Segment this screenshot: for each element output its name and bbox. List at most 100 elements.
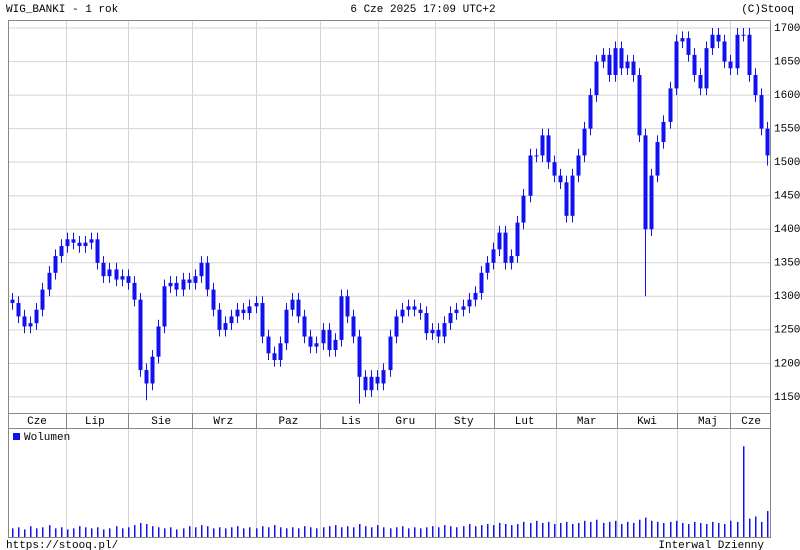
- candle-body: [278, 343, 283, 361]
- volume-bar: [463, 526, 465, 537]
- candle-body: [199, 262, 204, 277]
- candle-body: [132, 282, 137, 300]
- volume-bar: [560, 522, 562, 537]
- volume-bar: [359, 524, 361, 537]
- volume-bar: [633, 522, 635, 537]
- candle-body: [521, 195, 526, 223]
- candle-body: [631, 61, 636, 75]
- candle-body: [552, 162, 557, 176]
- candle-body: [704, 48, 709, 89]
- candle-body: [503, 232, 508, 263]
- volume-bar: [700, 522, 702, 537]
- volume-bar: [493, 525, 495, 537]
- candle-body: [138, 299, 143, 371]
- candle-body: [655, 142, 660, 176]
- volume-bar: [767, 511, 769, 537]
- volume-bar: [572, 524, 574, 537]
- x-tick-label: Sty: [454, 416, 474, 428]
- volume-bar: [469, 524, 471, 537]
- candle-body: [722, 41, 727, 62]
- volume-bar: [122, 528, 124, 537]
- candle-body: [430, 329, 435, 334]
- volume-bar: [523, 521, 525, 537]
- candle-body: [619, 48, 624, 69]
- volume-bar: [310, 527, 312, 537]
- candle-body: [735, 34, 740, 69]
- candle-body: [534, 155, 539, 157]
- volume-bar: [134, 525, 136, 537]
- y-tick-label: 11500: [774, 392, 800, 404]
- volume-bar: [316, 528, 318, 537]
- candle-body: [473, 292, 478, 300]
- candle-body: [114, 269, 119, 280]
- volume-bar: [116, 526, 118, 537]
- x-tick-label: Maj: [698, 416, 718, 428]
- volume-bar: [621, 524, 623, 537]
- volume-bar: [499, 522, 501, 537]
- volume-bar: [426, 527, 428, 537]
- candle-body: [235, 309, 240, 317]
- volume-bar: [712, 521, 714, 537]
- volume-bar: [481, 525, 483, 537]
- volume-bar: [761, 521, 763, 537]
- candle-body: [272, 353, 277, 361]
- volume-bar: [383, 527, 385, 537]
- volume-bar: [706, 524, 708, 537]
- candle-body: [95, 239, 100, 263]
- volume-bar: [377, 525, 379, 537]
- candle-body: [546, 135, 551, 163]
- candle-body: [680, 38, 685, 42]
- volume-bar: [341, 527, 343, 537]
- candle-body: [412, 306, 417, 310]
- candle-body: [77, 242, 82, 247]
- candle-body: [515, 222, 520, 257]
- candle-body: [528, 155, 533, 196]
- volume-bar: [213, 528, 215, 537]
- volume-bar: [146, 524, 148, 537]
- x-tick-label: Paz: [279, 416, 299, 428]
- candle-body: [333, 339, 338, 350]
- candle-body: [607, 54, 612, 75]
- candle-body: [150, 356, 155, 384]
- volume-bar: [189, 526, 191, 537]
- volume-bar: [109, 528, 111, 537]
- source-link[interactable]: https://stooq.pl/: [6, 540, 118, 550]
- candle-body: [582, 128, 587, 156]
- volume-bar: [718, 522, 720, 537]
- volume-bar: [651, 520, 653, 537]
- volume-bar: [49, 525, 51, 537]
- volume-bar: [432, 526, 434, 537]
- volume-bar: [292, 527, 294, 537]
- volume-bar: [596, 519, 598, 537]
- candle-body: [363, 376, 368, 391]
- candle-body: [174, 282, 179, 290]
- y-tick-label: 13000: [774, 291, 800, 303]
- candle-body: [454, 309, 459, 314]
- candle-body: [144, 370, 149, 384]
- volume-bar: [639, 519, 641, 537]
- candle-body: [418, 309, 423, 314]
- candle-body: [400, 309, 405, 317]
- volume-bar: [225, 528, 227, 537]
- volume-bar: [262, 526, 264, 537]
- candle-body: [223, 323, 228, 330]
- y-tick-label: 14500: [774, 191, 800, 203]
- y-tick-label: 12500: [774, 325, 800, 337]
- volume-bar: [536, 520, 538, 537]
- volume-bar: [304, 526, 306, 537]
- volume-bar: [444, 525, 446, 537]
- candle-body: [491, 249, 496, 263]
- candle-body: [284, 309, 289, 344]
- candle-body: [436, 329, 441, 337]
- volume-bar: [487, 524, 489, 537]
- candle-body: [101, 262, 106, 277]
- volume-bar: [694, 521, 696, 537]
- x-tick-label: Lut: [515, 416, 535, 428]
- candle-body: [162, 286, 167, 327]
- volume-bar: [511, 525, 513, 537]
- candle-body: [588, 95, 593, 129]
- candle-body: [558, 175, 563, 183]
- chart-title: WIG_BANKI - 1 rok: [6, 4, 119, 16]
- volume-bar: [268, 527, 270, 537]
- volume-bar: [286, 528, 288, 537]
